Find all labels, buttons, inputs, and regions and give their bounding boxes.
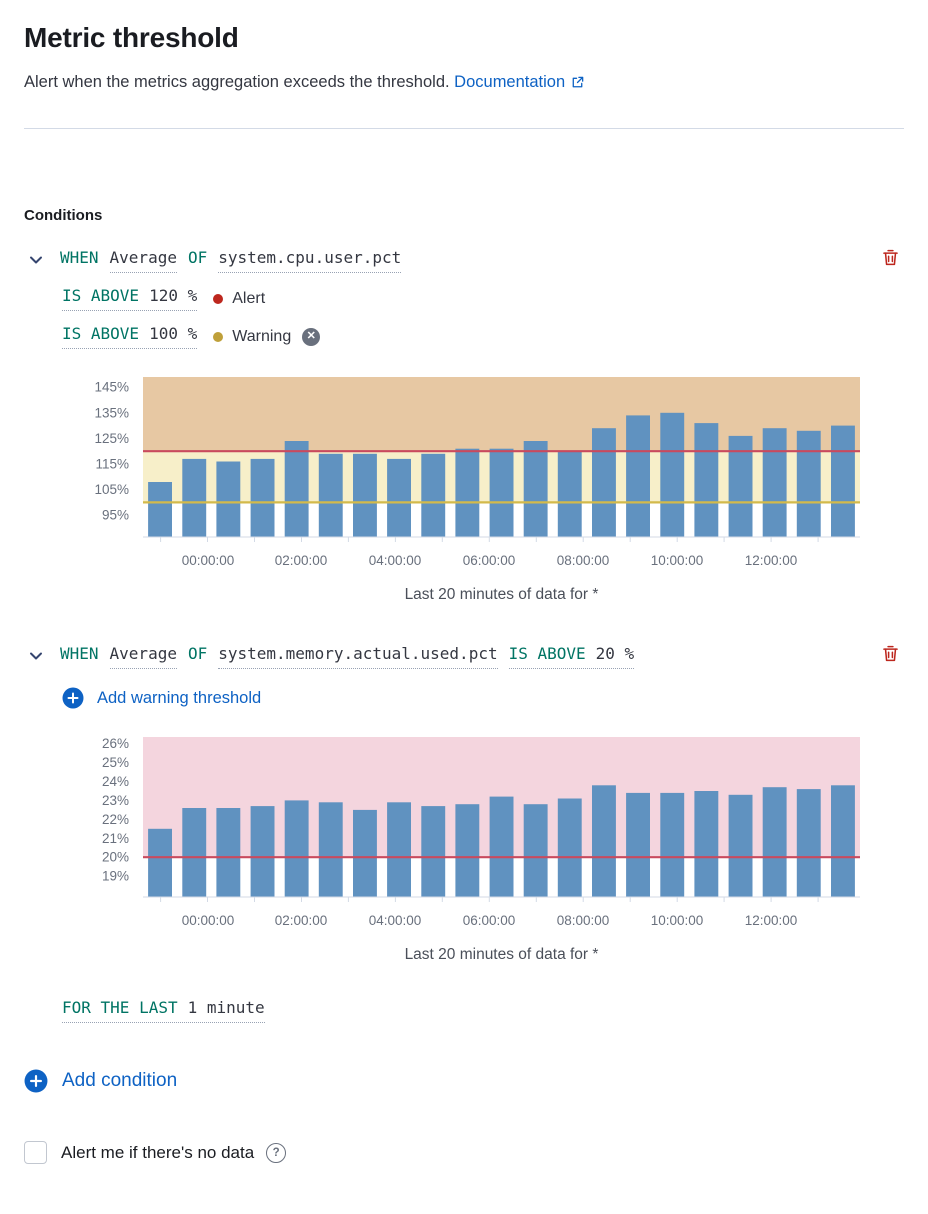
svg-text:06:00:00: 06:00:00: [463, 553, 516, 568]
when-keyword: WHEN: [60, 248, 99, 267]
svg-text:26%: 26%: [102, 736, 129, 751]
svg-text:145%: 145%: [94, 380, 129, 395]
chevron-down-icon: [30, 256, 42, 264]
condition-2-expression: WHEN Average OF system.memory.actual.use…: [60, 644, 635, 669]
of-keyword: OF: [187, 248, 208, 267]
svg-text:04:00:00: 04:00:00: [369, 553, 422, 568]
memory-preview-chart: 26% 25% 24% 23% 22% 21% 20% 19% 00:00:00 02:00:00…: [62, 735, 904, 964]
alert-threshold-expression[interactable]: IS ABOVE 20 %: [508, 644, 635, 669]
add-condition-label: Add condition: [62, 1070, 178, 1091]
cpu-chart-caption: Last 20 minutes of data for *: [404, 586, 599, 603]
warning-legend-label: Warning: [232, 327, 292, 345]
conditions-heading: Conditions: [24, 207, 103, 224]
warning-dot-icon: [213, 331, 224, 342]
condition-1: WHEN Average OF system.cpu.user.pct IS A…: [24, 248, 904, 604]
warning-threshold-row: IS ABOVE 100 % Warning ✕: [62, 324, 904, 349]
alert-dot-icon: [213, 293, 224, 304]
add-warning-threshold-label: Add warning threshold: [97, 688, 262, 707]
condition-1-header: WHEN Average OF system.cpu.user.pct: [24, 248, 904, 273]
trash-icon: [883, 645, 898, 662]
memory-chart-canvas: 26% 25% 24% 23% 22% 21% 20% 19% 00:00:00 02:00:00…: [62, 735, 904, 938]
svg-text:02:00:00: 02:00:00: [275, 553, 328, 568]
alert-threshold-row: IS ABOVE 120 % Alert: [62, 286, 904, 311]
no-data-row: Alert me if there's no data ?: [24, 1141, 904, 1164]
svg-text:135%: 135%: [94, 405, 129, 420]
add-condition-button[interactable]: Add condition: [24, 1069, 904, 1093]
svg-text:02:00:00: 02:00:00: [275, 913, 328, 928]
svg-text:24%: 24%: [102, 774, 129, 789]
svg-text:04:00:00: 04:00:00: [369, 913, 422, 928]
svg-text:00:00:00: 00:00:00: [182, 913, 235, 928]
svg-text:12:00:00: 12:00:00: [745, 913, 798, 928]
alert-threshold-expression[interactable]: IS ABOVE 120 %: [62, 286, 198, 311]
svg-text:95%: 95%: [102, 508, 129, 523]
svg-text:105%: 105%: [94, 482, 129, 497]
documentation-link[interactable]: Documentation: [454, 70, 585, 94]
page-title: Metric threshold: [24, 22, 239, 53]
when-keyword: WHEN: [60, 644, 99, 663]
divider: [24, 128, 904, 129]
delete-condition-1-button[interactable]: [881, 248, 900, 267]
svg-text:125%: 125%: [94, 431, 129, 446]
warning-threshold-expression[interactable]: IS ABOVE 100 %: [62, 324, 198, 349]
alert-legend: Alert: [213, 290, 265, 308]
aggregation-select[interactable]: Average: [109, 248, 177, 273]
chevron-down-icon: [30, 652, 42, 660]
collapse-condition-1-button[interactable]: [26, 250, 46, 270]
add-warning-threshold-button[interactable]: Add warning threshold: [62, 687, 904, 709]
no-data-label: Alert me if there's no data: [61, 1142, 255, 1162]
delete-condition-2-button[interactable]: [881, 644, 900, 663]
condition-1-expression: WHEN Average OF system.cpu.user.pct: [60, 248, 402, 273]
collapse-condition-2-button[interactable]: [26, 646, 46, 666]
external-link-icon: [572, 76, 584, 87]
condition-2: WHEN Average OF system.memory.actual.use…: [24, 644, 904, 1023]
svg-text:12:00:00: 12:00:00: [745, 553, 798, 568]
plus-circle-icon: [62, 687, 84, 709]
subtitle-text: Alert when the metrics aggregation excee…: [24, 73, 450, 91]
page-subtitle: Alert when the metrics aggregation excee…: [24, 70, 904, 94]
alert-legend-label: Alert: [232, 289, 266, 307]
svg-text:00:00:00: 00:00:00: [182, 553, 235, 568]
warning-legend: Warning ✕: [213, 327, 321, 346]
svg-text:10:00:00: 10:00:00: [651, 553, 704, 568]
metric-select[interactable]: system.memory.actual.used.pct: [218, 644, 498, 669]
cpu-chart-canvas: 145% 135% 125% 115% 105% 95% 00:00:00 02:00:00 0…: [62, 375, 904, 578]
svg-text:115%: 115%: [95, 457, 129, 472]
svg-text:08:00:00: 08:00:00: [557, 913, 610, 928]
svg-text:22%: 22%: [102, 812, 129, 827]
no-data-checkbox[interactable]: [24, 1141, 47, 1164]
svg-text:23%: 23%: [102, 793, 129, 808]
svg-text:10:00:00: 10:00:00: [651, 913, 704, 928]
svg-text:19%: 19%: [102, 869, 129, 884]
trash-icon: [883, 249, 898, 266]
of-keyword: OF: [187, 644, 208, 663]
svg-text:20%: 20%: [102, 850, 129, 865]
memory-chart-caption: Last 20 minutes of data for *: [404, 946, 599, 963]
svg-text:25%: 25%: [102, 755, 129, 770]
metric-select[interactable]: system.cpu.user.pct: [218, 248, 402, 273]
cpu-preview-chart: 145% 135% 125% 115% 105% 95% 00:00:00 02:00:00 0…: [62, 375, 904, 604]
svg-text:06:00:00: 06:00:00: [463, 913, 516, 928]
svg-text:21%: 21%: [102, 831, 129, 846]
for-the-last-row: FOR THE LAST 1 minute: [62, 998, 904, 1023]
aggregation-select[interactable]: Average: [109, 644, 177, 669]
plus-circle-icon: [24, 1069, 48, 1093]
for-the-last-select[interactable]: FOR THE LAST 1 minute: [62, 998, 265, 1023]
svg-text:08:00:00: 08:00:00: [557, 553, 610, 568]
question-circle-icon[interactable]: ?: [266, 1142, 287, 1163]
remove-warning-button cross-in-circle-icon[interactable]: ✕: [302, 327, 321, 346]
condition-2-header: WHEN Average OF system.memory.actual.use…: [24, 644, 904, 669]
